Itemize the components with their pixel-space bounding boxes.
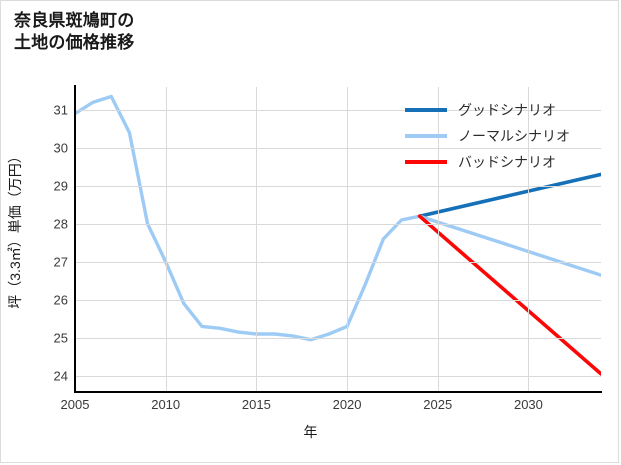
y-tick-label: 27 <box>53 254 68 270</box>
page-title: 奈良県斑鳩町の 土地の価格推移 <box>14 11 135 53</box>
x-tick-label: 2025 <box>423 397 453 412</box>
y-tick-label: 29 <box>53 178 68 194</box>
x-tick-label: 2010 <box>151 397 181 412</box>
y-tick-label: 26 <box>53 292 68 308</box>
gridline-y <box>75 109 601 111</box>
x-axis-title: 年 <box>303 424 318 440</box>
legend-item[interactable]: バッドシナリオ <box>405 149 605 175</box>
gridline-x <box>347 87 349 391</box>
x-tick-label: 2005 <box>60 397 90 412</box>
gridline-x <box>528 87 530 391</box>
gridline-y <box>75 299 601 301</box>
y-tick-label: 25 <box>53 330 68 346</box>
y-tick-label: 30 <box>53 140 68 156</box>
x-tick-label: 2020 <box>332 397 362 412</box>
legend-swatch <box>405 160 447 164</box>
gridline-y <box>75 337 601 339</box>
x-tick-label: 2030 <box>513 397 543 412</box>
gridline-y <box>75 185 601 187</box>
y-tick-label: 28 <box>53 216 68 232</box>
legend-swatch <box>405 134 447 138</box>
x-axis-ticks: 2005 2010 2015 2020 2025 2030 <box>61 397 601 417</box>
y-tick-label: 31 <box>53 102 68 118</box>
legend-item[interactable]: グッドシナリオ <box>405 97 605 123</box>
y-axis-ticks: 24 25 26 27 28 29 30 31 <box>1 87 68 391</box>
legend-label: バッドシナリオ <box>458 154 556 170</box>
y-axis-line <box>74 85 76 393</box>
series-line <box>417 172 601 218</box>
gridline-x <box>256 87 258 391</box>
y-tick-label: 24 <box>53 368 68 384</box>
gridline-y <box>75 261 601 263</box>
gridline-y <box>75 147 601 149</box>
gridline-x <box>437 87 439 391</box>
x-tick-label: 2015 <box>241 397 271 412</box>
x-axis-line <box>74 391 602 393</box>
chart-legend: グッドシナリオ ノーマルシナリオ バッドシナリオ <box>405 97 605 175</box>
legend-label: グッドシナリオ <box>458 102 556 118</box>
legend-swatch <box>405 108 447 112</box>
gridline-y <box>75 223 601 225</box>
y-axis-title: 坪（3.3㎡）単価（万円） <box>7 149 23 309</box>
series-line <box>417 214 601 277</box>
series-line <box>75 94 422 342</box>
gridline-y <box>75 375 601 377</box>
plot-area <box>75 87 601 391</box>
series-line <box>417 214 601 376</box>
gridline-x <box>165 87 167 391</box>
legend-item[interactable]: ノーマルシナリオ <box>405 123 605 149</box>
legend-label: ノーマルシナリオ <box>458 128 570 144</box>
